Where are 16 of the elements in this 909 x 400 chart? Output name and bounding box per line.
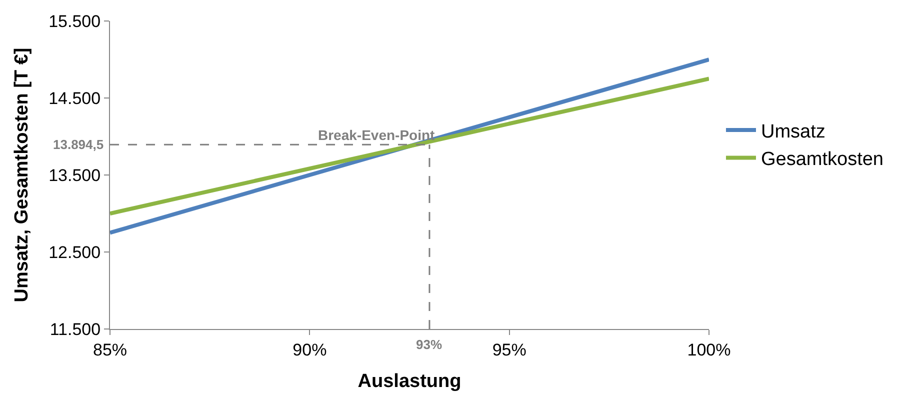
y-tick-label: 12.500 — [48, 242, 101, 262]
y-axis-title: Umsatz, Gesamtkosten [T €] — [11, 48, 32, 302]
legend-label: Gesamtkosten — [760, 149, 884, 170]
x-tick-label: 90% — [292, 340, 327, 360]
x-axis-title: Auslastung — [358, 371, 462, 392]
legend-label: Umsatz — [760, 121, 826, 142]
ref-line-label: 93% — [416, 337, 442, 352]
ref-line-label: 13.894,5 — [53, 137, 104, 152]
y-tick-label: 15.500 — [48, 12, 101, 31]
y-tick-label: 13.500 — [48, 166, 101, 185]
y-tick-label: 11.500 — [50, 320, 101, 339]
x-tick-label: 85% — [92, 340, 128, 360]
annotation: Break-Even-Point — [318, 127, 436, 143]
x-tick-label: 95% — [492, 340, 526, 360]
y-tick-label: 14.500 — [48, 88, 101, 108]
x-tick-label: 100% — [687, 340, 731, 360]
